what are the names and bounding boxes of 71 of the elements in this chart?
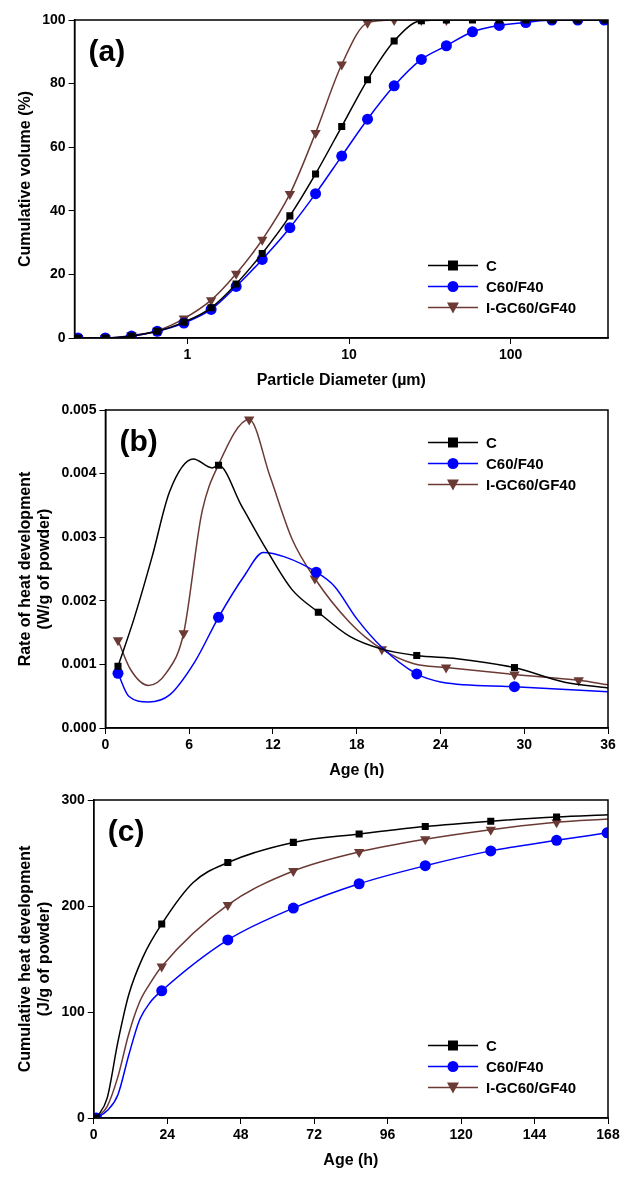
y-axis-title: Rate of heat development (W/g of powder) [16, 470, 53, 667]
y-tick-label: 100 [61, 1002, 85, 1019]
y-tick-label: 0 [57, 328, 66, 345]
x-tick-label: 24 [159, 1126, 176, 1143]
x-tick-label: 120 [449, 1126, 473, 1143]
x-tick-label: 72 [306, 1126, 323, 1143]
legend-label: C60/F40 [485, 454, 544, 472]
x-tick-label: 144 [522, 1126, 547, 1143]
point [336, 150, 348, 162]
point [415, 53, 427, 65]
point [284, 222, 296, 234]
y-tick-label: 0.005 [61, 400, 97, 417]
legend-label: C [485, 1036, 497, 1054]
legend-label: C60/F40 [485, 277, 544, 295]
legend-label: I-GC60/GF40 [485, 475, 576, 493]
annotation: (b) [119, 424, 158, 458]
y-tick-label: 0.000 [61, 718, 97, 735]
point [390, 37, 398, 45]
x-tick-label: 30 [516, 736, 533, 753]
x-tick-label: 12 [265, 736, 281, 753]
x-tick-label: 168 [596, 1126, 620, 1143]
y-tick-label: 300 [61, 790, 85, 807]
y-tick-label: 0 [76, 1108, 85, 1125]
y-tick-label: 100 [42, 10, 66, 27]
x-tick-label: 48 [232, 1126, 249, 1143]
y-tick-label: 0.004 [61, 464, 97, 481]
point [362, 113, 374, 125]
x-tick-label: 24 [432, 736, 449, 753]
legend-label: I-GC60/GF40 [485, 298, 576, 316]
y-tick-label: 80 [49, 74, 66, 91]
point [466, 26, 478, 38]
x-axis-title: Particle Diameter (µm) [256, 370, 426, 388]
point [388, 80, 400, 92]
point [338, 122, 346, 131]
legend-label: I-GC60/GF40 [485, 1078, 576, 1096]
point [310, 188, 322, 200]
y-tick-label: 0.002 [61, 591, 97, 608]
point [312, 170, 320, 178]
point [284, 190, 296, 200]
point [363, 76, 372, 84]
x-tick-label: 100 [499, 346, 523, 363]
y-axis-title: Cumulative volume (%) [16, 90, 34, 268]
x-tick-label: 1 [183, 346, 192, 363]
point [230, 270, 242, 280]
x-tick-label: 18 [348, 736, 365, 753]
x-tick-label: 96 [379, 1126, 396, 1143]
x-tick-label: 0 [101, 736, 110, 753]
point [310, 129, 321, 139]
y-tick-label: 20 [49, 265, 66, 282]
x-axis-title: Age (h) [323, 1150, 379, 1168]
legend-label: C60/F40 [485, 1057, 544, 1075]
legend-label: C [485, 256, 497, 274]
y-axis-title: Cumulative heat development (J/g of powder) [16, 844, 53, 1073]
x-tick-label: 6 [185, 736, 194, 753]
y-tick-label: 200 [61, 896, 85, 913]
x-tick-label: 10 [341, 346, 358, 363]
y-tick-label: 0.001 [61, 655, 97, 672]
point [257, 236, 268, 246]
y-tick-label: 40 [49, 201, 66, 218]
point [440, 40, 452, 52]
x-axis-title: Age (h) [329, 760, 385, 778]
point [286, 212, 294, 220]
point [114, 662, 122, 670]
legend-label: C [485, 433, 497, 451]
y-tick-label: 60 [49, 138, 66, 155]
y-tick-label: 0.003 [61, 528, 97, 545]
annotation: (a) [88, 34, 126, 68]
point [232, 280, 240, 288]
annotation: (c) [107, 814, 145, 848]
point [258, 249, 266, 257]
x-tick-label: 36 [600, 736, 616, 753]
